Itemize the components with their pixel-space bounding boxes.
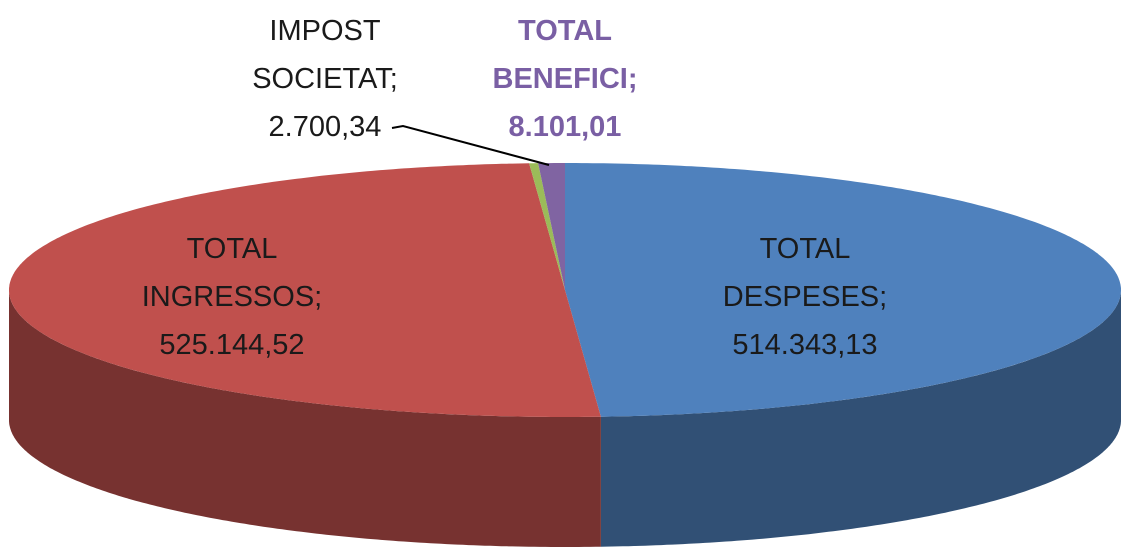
slice xyxy=(9,163,601,417)
data-label: TOTAL INGRESSOS; 525.144,52 xyxy=(137,225,327,369)
value-label: 514.343,13 xyxy=(732,329,878,361)
data-label: TOTAL DESPESES; 514.343,13 xyxy=(718,225,893,369)
slice xyxy=(538,163,565,290)
slice xyxy=(529,163,565,290)
category-name: TOTAL BENEFICI; xyxy=(492,15,638,95)
data-label: IMPOST SOCIETAT; 2.700,34 xyxy=(240,7,410,151)
slice xyxy=(565,163,1121,417)
slice-side xyxy=(9,290,601,547)
leader-line xyxy=(391,124,550,166)
category-name: IMPOST SOCIETAT; xyxy=(252,15,398,95)
category-name: TOTAL INGRESSOS; xyxy=(141,233,323,313)
slice-side xyxy=(600,290,1121,547)
data-label: TOTAL BENEFICI; 8.101,01 xyxy=(480,7,650,151)
value-label: 525.144,52 xyxy=(159,329,305,361)
value-label: 8.101,01 xyxy=(508,111,622,143)
value-label: 2.700,34 xyxy=(268,111,382,143)
category-name: TOTAL DESPESES; xyxy=(722,233,888,313)
